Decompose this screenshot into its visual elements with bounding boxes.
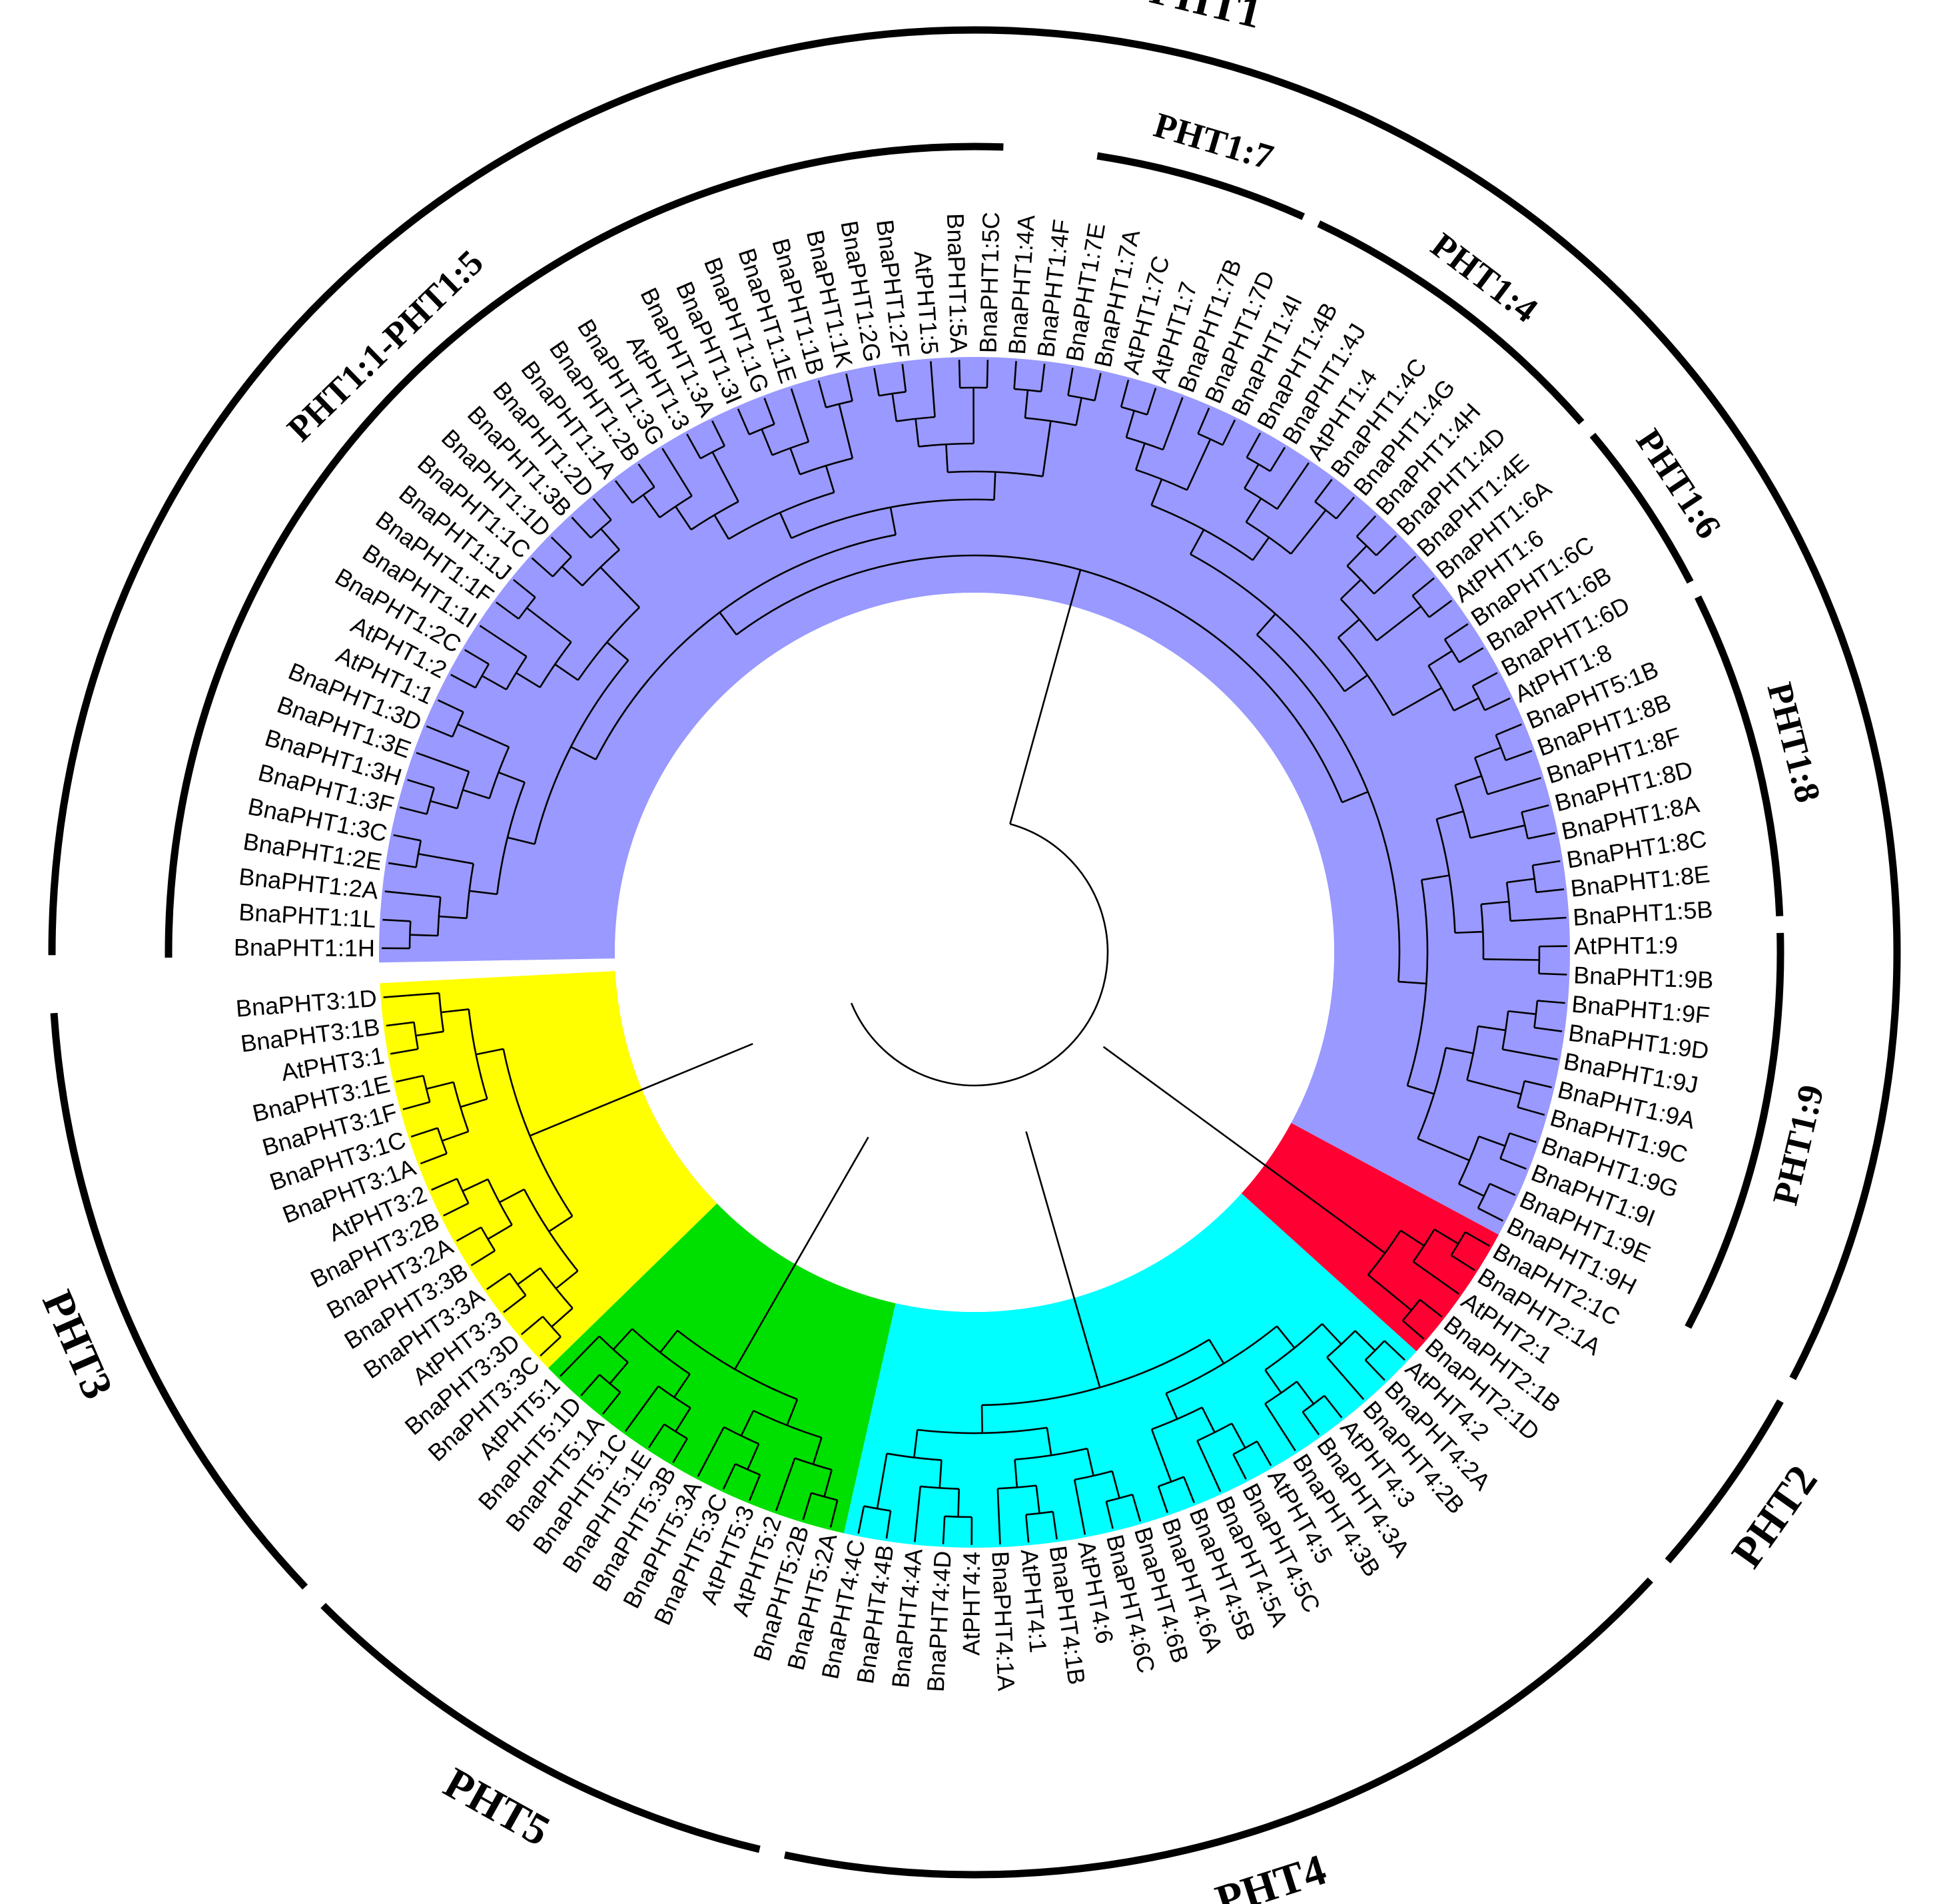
group-label: PHT1:4: [1424, 225, 1545, 330]
group-label: PHT5: [436, 1758, 558, 1855]
tree-branches: [382, 360, 1567, 1545]
leaf-label: BnaPHT4:4D: [922, 1550, 957, 1693]
group-arc: [1685, 932, 1784, 1329]
clade-wedge-pht2: [1241, 1123, 1499, 1352]
tree-center-disc: [615, 593, 1334, 1312]
leaf-label: BnaPHT1:5A: [942, 213, 972, 354]
leaf-label: AtPHT1:5: [909, 250, 944, 356]
leaf-label: AtPHT1:9: [1574, 931, 1678, 960]
leaf-label: BnaPHT1:1H: [234, 934, 375, 962]
clade-wedge-pht4: [843, 1193, 1417, 1548]
group-arc: [48, 26, 1901, 1381]
group-arc: [50, 1012, 308, 1590]
leaf-label: BnaPHT4:1A: [986, 1550, 1020, 1692]
clade-wedge-pht1: [379, 357, 1570, 1235]
leaf-label: BnaPHT1:9B: [1573, 961, 1715, 994]
group-label: PHT4: [1210, 1845, 1332, 1904]
group-arc: [165, 143, 1004, 958]
leaf-label: AtPHT4:4: [957, 1552, 985, 1656]
group-arc: [1096, 152, 1306, 220]
group-arc: [1665, 1399, 1784, 1564]
leaf-label: BnaPHT1:5B: [1572, 896, 1713, 931]
group-arc: [1695, 595, 1784, 916]
group-label: PHT1:6: [1629, 422, 1729, 546]
clade-wedge-pht5: [548, 1203, 896, 1534]
group-arc: [1589, 432, 1694, 584]
leaf-labels: BnaPHT1:1HBnaPHT1:1LBnaPHT1:2ABnaPHT1:2E…: [234, 212, 1714, 1693]
group-arc: [320, 1602, 761, 1853]
leaf-label: BnaPHT1:1L: [238, 898, 376, 933]
group-label: PHT1:1-PHT1:5: [280, 242, 491, 450]
group-arc: [784, 1577, 1653, 1879]
group-label: PHT1: [1146, 0, 1266, 38]
group-label: PHT3: [33, 1283, 122, 1406]
group-label: PHT1:9: [1765, 1081, 1832, 1209]
leaf-label: BnaPHT1:5C: [974, 212, 1005, 354]
group-label: PHT1:8: [1760, 679, 1829, 806]
clade-wedge-pht3: [380, 971, 717, 1369]
group-arc: [1317, 220, 1585, 425]
clade-color-wedges: [379, 357, 1570, 1548]
